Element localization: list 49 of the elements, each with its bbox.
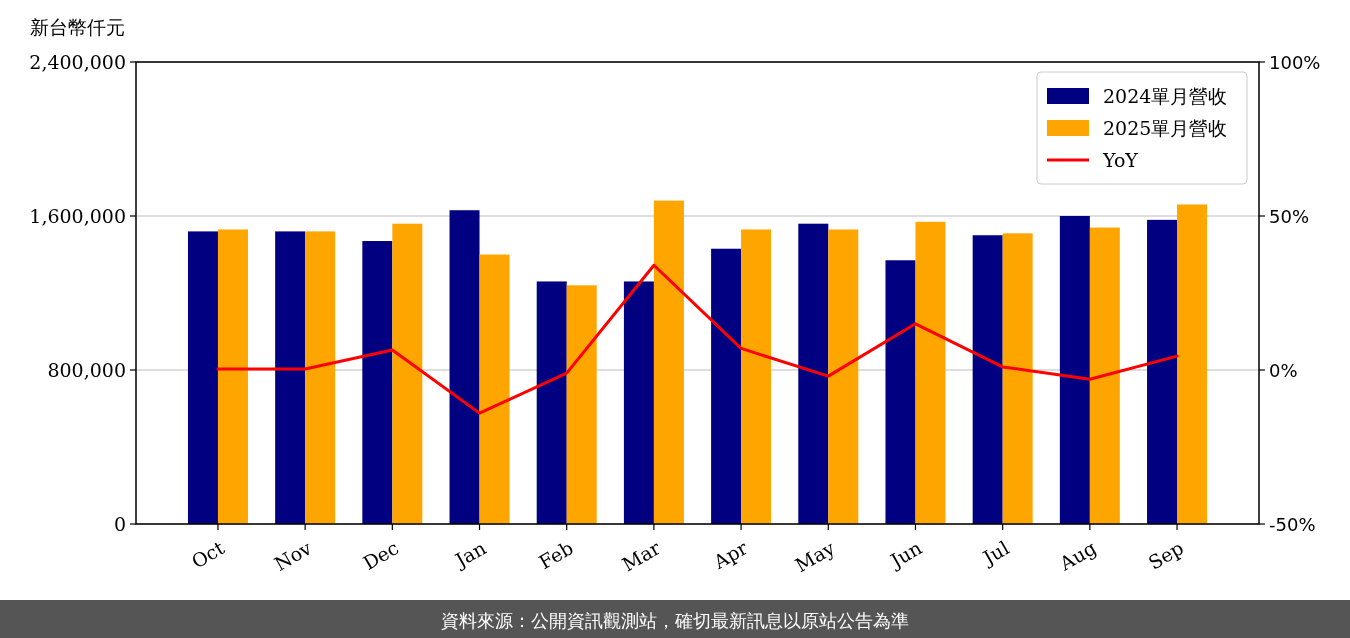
y-tick-label: 2,400,000 [29, 51, 126, 73]
x-tick-label: Jul [977, 536, 1013, 570]
bar [449, 210, 480, 524]
bar [479, 254, 510, 524]
x-tick-label: Feb [534, 536, 577, 574]
bar [798, 223, 829, 524]
bar [915, 221, 946, 524]
bar [1147, 219, 1178, 524]
bar [653, 200, 684, 524]
bar [711, 248, 742, 524]
legend-label: 2025單月營收 [1103, 117, 1228, 139]
bar [828, 229, 859, 524]
bar [362, 241, 393, 524]
x-tick-label: Nov [270, 536, 316, 575]
x-tick-label: Mar [618, 535, 665, 576]
bar [392, 223, 423, 524]
bar [1002, 233, 1033, 524]
x-tick-label: Jun [884, 536, 926, 573]
bar [623, 281, 654, 524]
x-tick-label: May [791, 536, 839, 577]
x-tick-label: Dec [359, 536, 403, 575]
y-tick-label: 800,000 [47, 359, 126, 381]
legend-label: 2024單月營收 [1103, 85, 1228, 107]
source-note: 資料來源：公開資訊觀測站，確切最新訊息以原站公告為準 [441, 610, 909, 631]
y-axis-title: 新台幣仟元 [30, 16, 125, 38]
bar [187, 231, 218, 524]
bar [1059, 216, 1090, 524]
x-tick-label: Sep [1144, 536, 1188, 574]
y2-tick-label: -50% [1269, 514, 1316, 535]
legend-label: YoY [1102, 149, 1139, 171]
y2-tick-label: 100% [1269, 52, 1321, 73]
bar [1177, 204, 1208, 524]
x-tick-label: Oct [187, 536, 229, 573]
y2-tick-label: 50% [1269, 206, 1310, 227]
x-tick-label: Jan [449, 536, 490, 573]
bar [741, 229, 772, 524]
bar [566, 285, 597, 524]
x-tick-label: Aug [1054, 536, 1100, 576]
bar [972, 235, 1003, 524]
bar [275, 231, 306, 524]
y-tick-label: 1,600,000 [29, 205, 126, 227]
bar [885, 260, 916, 524]
y-tick-label: 0 [113, 513, 126, 535]
y2-tick-label: 0% [1269, 360, 1298, 381]
bar [305, 231, 336, 524]
x-tick-label: Apr [708, 535, 752, 574]
bar [536, 281, 567, 524]
bar [1089, 227, 1120, 524]
bar [217, 229, 248, 524]
